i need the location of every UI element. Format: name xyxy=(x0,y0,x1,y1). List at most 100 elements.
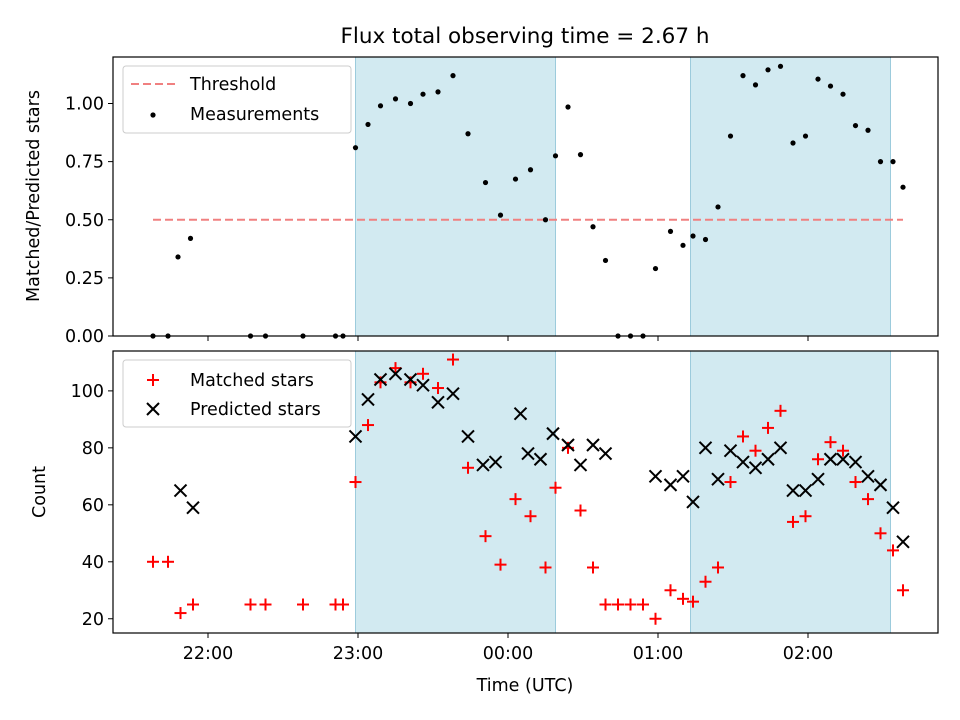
measurement-point xyxy=(790,140,796,146)
matched-star-point xyxy=(417,367,429,380)
predicted-stars-series xyxy=(173,367,910,549)
matched-star-point xyxy=(479,530,492,543)
x-tick-label: 23:00 xyxy=(333,644,383,664)
matched-star-point xyxy=(824,436,837,449)
top-y-tick-label: 1.00 xyxy=(65,95,104,115)
matched-star-point xyxy=(494,558,507,571)
measurement-point xyxy=(752,82,759,88)
predicted-star-point xyxy=(388,367,403,381)
matched-star-point xyxy=(337,598,349,611)
predicted-star-point xyxy=(598,446,613,461)
measurement-point xyxy=(690,233,696,239)
predicted-star-point xyxy=(811,472,825,486)
top-legend-frame xyxy=(122,65,352,134)
top-x-ticks xyxy=(207,336,809,341)
measurement-point xyxy=(680,242,686,248)
matched-star-point xyxy=(649,612,662,625)
matched-star-point xyxy=(637,598,649,611)
measurement-point xyxy=(482,179,489,186)
predicted-star-point xyxy=(698,441,713,455)
measurement-point xyxy=(552,153,559,159)
matched-star-point xyxy=(587,561,599,574)
chart-title: Flux total observing time = 2.67 h xyxy=(341,24,710,49)
predicted-star-point xyxy=(723,443,738,458)
shaded-window-2 xyxy=(690,56,891,337)
legend-predicted-swatch xyxy=(146,402,160,416)
bottom-legend: Matched stars Predicted stars xyxy=(122,359,352,428)
matched-star-point xyxy=(812,453,824,466)
predicted-star-point xyxy=(886,500,900,515)
top-axes-frame xyxy=(112,56,939,337)
matched-star-point xyxy=(362,419,374,432)
predicted-star-point xyxy=(403,372,418,387)
shaded-window-1 xyxy=(355,350,556,634)
x-tick-label: 00:00 xyxy=(483,644,533,664)
predicted-star-point xyxy=(513,406,528,421)
predicted-star-point xyxy=(348,429,363,444)
matched-star-point xyxy=(462,461,474,474)
legend-measurements-label: Measurements xyxy=(190,105,319,125)
measurement-point xyxy=(450,73,456,79)
matched-star-point xyxy=(737,430,749,443)
matched-star-point xyxy=(574,504,587,517)
measurement-point xyxy=(542,217,549,223)
predicted-star-point xyxy=(748,461,763,475)
top-ylabel: Matched/Predicted stars xyxy=(24,90,44,302)
predicted-star-point xyxy=(561,438,575,452)
matched-star-point xyxy=(664,584,677,597)
predicted-star-point xyxy=(823,452,838,466)
measurement-point xyxy=(715,204,721,210)
matched-star-point xyxy=(162,555,174,568)
bottom-y-tick-label: 60 xyxy=(82,496,104,516)
matched-star-point xyxy=(799,510,812,523)
predicted-star-point xyxy=(186,500,200,515)
predicted-star-point xyxy=(861,469,875,484)
matched-star-point xyxy=(259,598,272,611)
legend-predicted-label: Predicted stars xyxy=(190,400,321,420)
bottom-y-axis: 20 40 60 80 100 xyxy=(71,382,113,630)
top-y-tick-label: 0.50 xyxy=(65,211,104,231)
measurement-point xyxy=(435,89,441,95)
predicted-star-point xyxy=(761,452,775,466)
matched-star-point xyxy=(837,444,849,457)
measurement-point xyxy=(602,257,609,264)
measurement-point xyxy=(365,121,371,128)
matched-star-point xyxy=(147,555,159,568)
measurement-point xyxy=(407,100,414,107)
matched-star-point xyxy=(862,493,874,506)
measurement-point xyxy=(900,184,906,190)
measurement-point xyxy=(175,254,181,260)
predicted-star-point xyxy=(773,441,788,455)
measurement-point xyxy=(852,122,859,129)
bottom-shaded-windows xyxy=(355,350,891,634)
matched-star-point xyxy=(724,476,737,489)
predicted-star-point xyxy=(488,455,503,469)
predicted-star-point xyxy=(173,483,188,498)
matched-star-point xyxy=(677,592,689,605)
x-tick-label: 01:00 xyxy=(633,644,683,664)
measurement-point xyxy=(497,212,504,218)
predicted-star-point xyxy=(676,469,690,484)
predicted-star-point xyxy=(648,469,663,484)
matched-stars-series xyxy=(147,353,909,625)
top-y-tick-label: 0.75 xyxy=(65,153,104,173)
matched-star-point xyxy=(599,598,612,611)
bottom-ylabel: Count xyxy=(30,466,50,518)
measurement-point xyxy=(865,127,871,133)
matched-star-point xyxy=(524,510,537,523)
legend-matched-label: Matched stars xyxy=(190,371,314,391)
top-panel: 0.00 0.25 0.50 0.75 1.00 Matched/Predicted s… xyxy=(24,56,939,347)
predicted-star-point xyxy=(663,478,678,492)
predicted-star-point xyxy=(533,452,548,466)
matched-star-point xyxy=(297,598,309,611)
predicted-star-point xyxy=(521,446,535,461)
bottom-axes-frame xyxy=(112,350,939,634)
x-tick-label: 22:00 xyxy=(183,644,233,664)
measurement-point xyxy=(840,91,846,97)
matched-star-point xyxy=(612,598,624,611)
measurement-point xyxy=(392,96,399,102)
top-legend: Threshold Measurements xyxy=(122,65,352,134)
predicted-star-point xyxy=(373,372,388,387)
predicted-star-point xyxy=(546,426,560,441)
